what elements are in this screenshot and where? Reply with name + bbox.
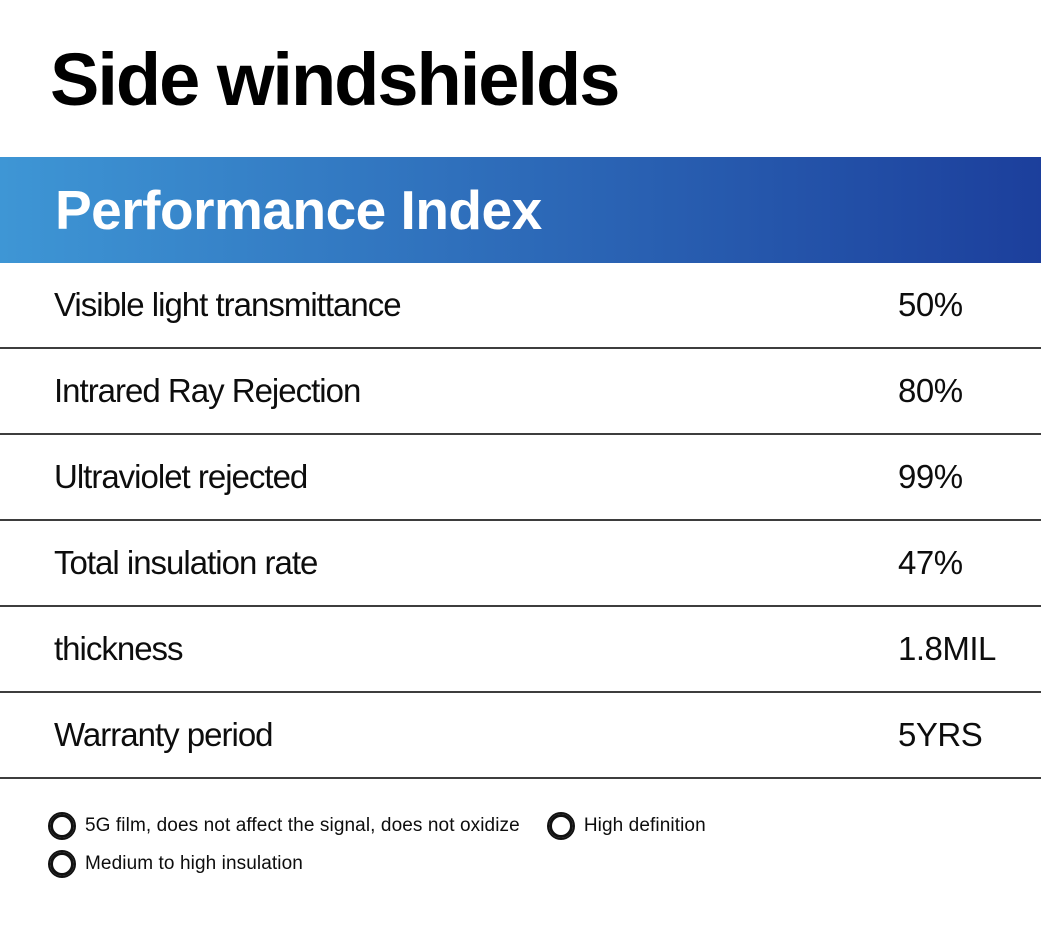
spec-value: 80% [898, 372, 963, 409]
page-title: Side windshields [50, 38, 620, 121]
table-row: Warranty period 5YRS [0, 693, 1041, 779]
spec-label: thickness [54, 630, 184, 667]
table-row: thickness 1.8MIL [0, 607, 1041, 693]
spec-value: 50% [898, 286, 963, 323]
double-circle-icon [546, 812, 575, 840]
table-row: Intrared Ray Rejection 80% [0, 349, 1041, 435]
list-item: 5G film, does not affect the signal, doe… [48, 812, 520, 840]
feature-line: 5G film, does not affect the signal, doe… [48, 812, 1041, 840]
spec-label: Warranty period [54, 716, 274, 753]
performance-header-title: Performance Index [55, 179, 542, 241]
spec-table: Visible light transmittance 50% Intrared… [0, 263, 1041, 779]
spec-value: 5YRS [898, 716, 983, 753]
spec-value: 1.8MIL [898, 630, 996, 667]
spec-value: 47% [898, 544, 963, 581]
list-item: High definition [546, 812, 706, 840]
feature-list: 5G film, does not affect the signal, doe… [0, 812, 1041, 878]
spec-label: Ultraviolet rejected [54, 458, 308, 495]
feature-line: Medium to high insulation [48, 850, 1041, 878]
table-row: Ultraviolet rejected 99% [0, 435, 1041, 521]
spec-value: 99% [898, 458, 963, 495]
performance-header: Performance Index [0, 157, 1041, 263]
spec-label: Intrared Ray Rejection [54, 372, 361, 409]
spec-label: Visible light transmittance [54, 286, 402, 323]
list-item: Medium to high insulation [48, 850, 303, 878]
feature-text: 5G film, does not affect the signal, doe… [85, 815, 520, 836]
feature-text: Medium to high insulation [85, 853, 303, 874]
feature-text: High definition [583, 815, 706, 836]
table-row: Visible light transmittance 50% [0, 263, 1041, 349]
spec-label: Total insulation rate [54, 544, 318, 581]
table-row: Total insulation rate 47% [0, 521, 1041, 607]
double-circle-icon [48, 812, 76, 840]
double-circle-icon [48, 850, 76, 878]
